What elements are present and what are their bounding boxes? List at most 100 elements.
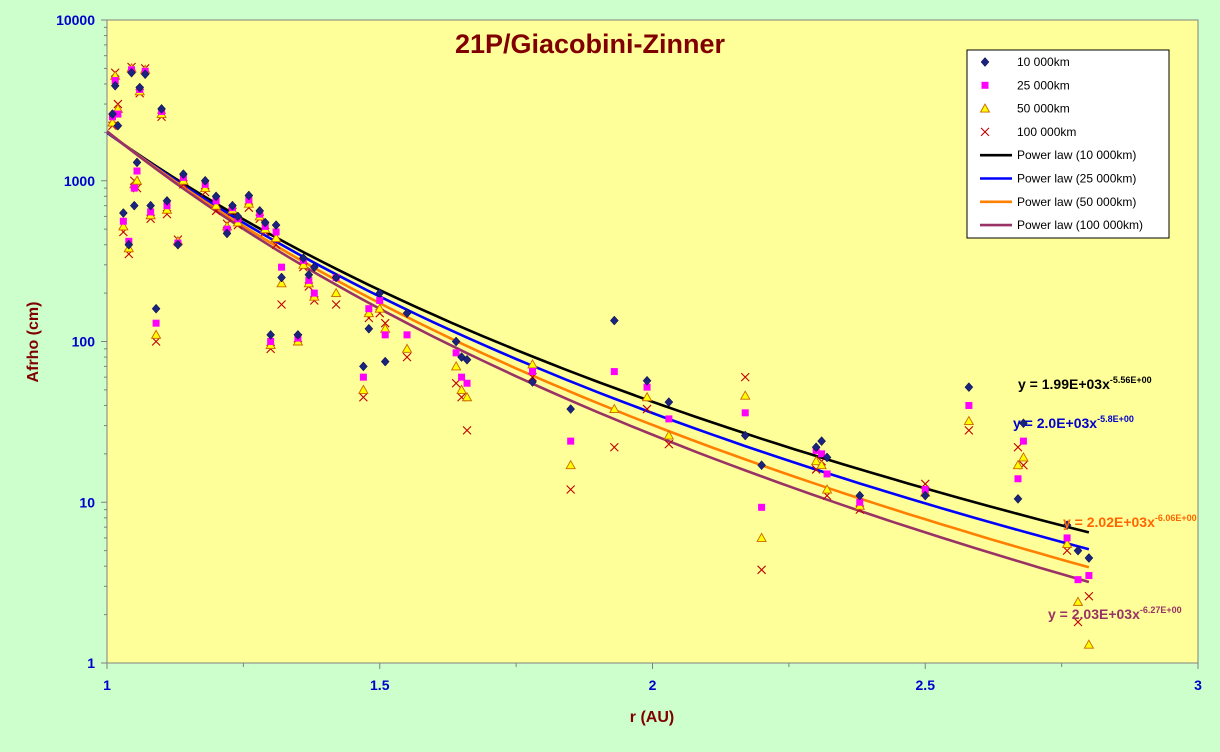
data-point xyxy=(309,262,319,273)
data-point xyxy=(965,401,973,409)
data-point xyxy=(565,459,576,470)
fit-line xyxy=(106,131,1090,551)
data-point xyxy=(133,167,141,175)
data-point xyxy=(363,307,375,318)
data-point xyxy=(1062,546,1072,556)
data-point xyxy=(821,484,833,494)
data-point xyxy=(567,437,575,445)
fit-equation: y = 1.99E+03x-5.56E+00 xyxy=(1018,375,1152,392)
data-point xyxy=(1013,493,1023,504)
data-point xyxy=(641,391,653,402)
data-point xyxy=(271,240,281,250)
legend-label: Power law (10 000km) xyxy=(1017,148,1136,162)
fit-equation: y = 2.03E+03x-6.27E+00 xyxy=(1048,605,1182,622)
data-point xyxy=(463,379,471,387)
data-point xyxy=(162,195,172,206)
data-point xyxy=(364,323,374,334)
data-point xyxy=(458,373,466,381)
data-point xyxy=(380,318,390,328)
data-point xyxy=(980,57,990,67)
data-point xyxy=(527,359,538,369)
data-point xyxy=(451,336,461,347)
y-tick-label: 10 xyxy=(79,494,95,510)
data-point xyxy=(1072,596,1084,606)
data-point xyxy=(855,490,865,501)
fit-equations: y = 1.99E+03x-5.56E+00 y = 2.0E+03x-5.8E+… xyxy=(1013,375,1197,622)
data-point xyxy=(822,452,832,463)
data-point xyxy=(403,331,411,339)
data-point xyxy=(359,373,367,381)
legend-item: 50 000km xyxy=(979,102,1070,116)
data-point xyxy=(260,217,270,228)
y-axis-ticks: 1 10 100 1000 10000 xyxy=(56,12,107,671)
data-point xyxy=(609,442,619,452)
x-tick-label: 2 xyxy=(649,677,657,693)
data-point xyxy=(739,390,751,400)
data-point xyxy=(107,117,118,127)
data-point xyxy=(1019,437,1027,445)
data-point xyxy=(1073,617,1083,627)
data-point xyxy=(528,368,536,376)
data-point xyxy=(528,377,537,387)
fit-equation: y = 2.0E+03x-5.8E+00 xyxy=(1013,414,1134,431)
data-point xyxy=(381,331,389,339)
data-point xyxy=(271,220,281,230)
data-point xyxy=(823,470,831,478)
data-point xyxy=(129,200,139,211)
data-point xyxy=(266,329,275,340)
legend-item: 25 000km xyxy=(981,78,1070,92)
data-point xyxy=(758,503,766,511)
x-tick-label: 1.5 xyxy=(370,677,390,693)
data-point xyxy=(740,430,750,441)
data-point xyxy=(1085,572,1093,580)
data-point xyxy=(462,354,472,365)
fit-line xyxy=(106,130,1090,584)
data-point xyxy=(267,338,275,345)
data-point xyxy=(980,127,990,137)
y-tick-label: 1 xyxy=(87,655,95,671)
legend: 10 000km 25 000km 50 000km 100 000km Power l… xyxy=(966,49,1170,239)
legend-item: Power law (10 000km) xyxy=(980,148,1136,162)
data-point xyxy=(402,308,412,319)
data-point xyxy=(358,392,368,402)
data-point xyxy=(173,239,183,250)
data-point xyxy=(566,404,576,414)
data-point xyxy=(270,232,282,243)
data-point xyxy=(131,175,143,185)
data-point xyxy=(233,211,243,222)
data-point xyxy=(304,269,314,280)
chart-title: 21P/Giacobini-Zinner xyxy=(455,29,726,59)
data-point xyxy=(152,319,160,327)
data-points xyxy=(107,62,1095,649)
data-point xyxy=(298,259,309,269)
data-point xyxy=(200,175,210,186)
data-point xyxy=(375,288,385,298)
data-point xyxy=(664,397,674,407)
data-point xyxy=(359,361,368,372)
data-point xyxy=(157,103,166,114)
data-point xyxy=(299,253,308,264)
data-point xyxy=(108,109,117,119)
data-point xyxy=(757,460,766,471)
data-point xyxy=(244,190,254,201)
y-tick-label: 10000 xyxy=(56,12,95,28)
data-point xyxy=(643,383,651,391)
legend-label: Power law (100 000km) xyxy=(1017,218,1143,232)
legend-label: 25 000km xyxy=(1017,78,1070,92)
data-point xyxy=(151,303,161,314)
legend-label: Power law (25 000km) xyxy=(1017,172,1136,186)
series-0 xyxy=(108,67,1094,563)
data-point xyxy=(179,169,188,179)
legend-label: 100 000km xyxy=(1017,125,1076,139)
data-point xyxy=(113,120,123,131)
legend-item: Power law (50 000km) xyxy=(980,195,1136,209)
data-point xyxy=(228,200,237,211)
data-point xyxy=(1061,538,1073,548)
legend-item: Power law (25 000km) xyxy=(980,172,1136,186)
data-point xyxy=(119,217,127,225)
data-point xyxy=(921,486,929,494)
data-point xyxy=(1019,418,1028,429)
data-point xyxy=(124,239,134,250)
data-point xyxy=(1063,534,1071,542)
